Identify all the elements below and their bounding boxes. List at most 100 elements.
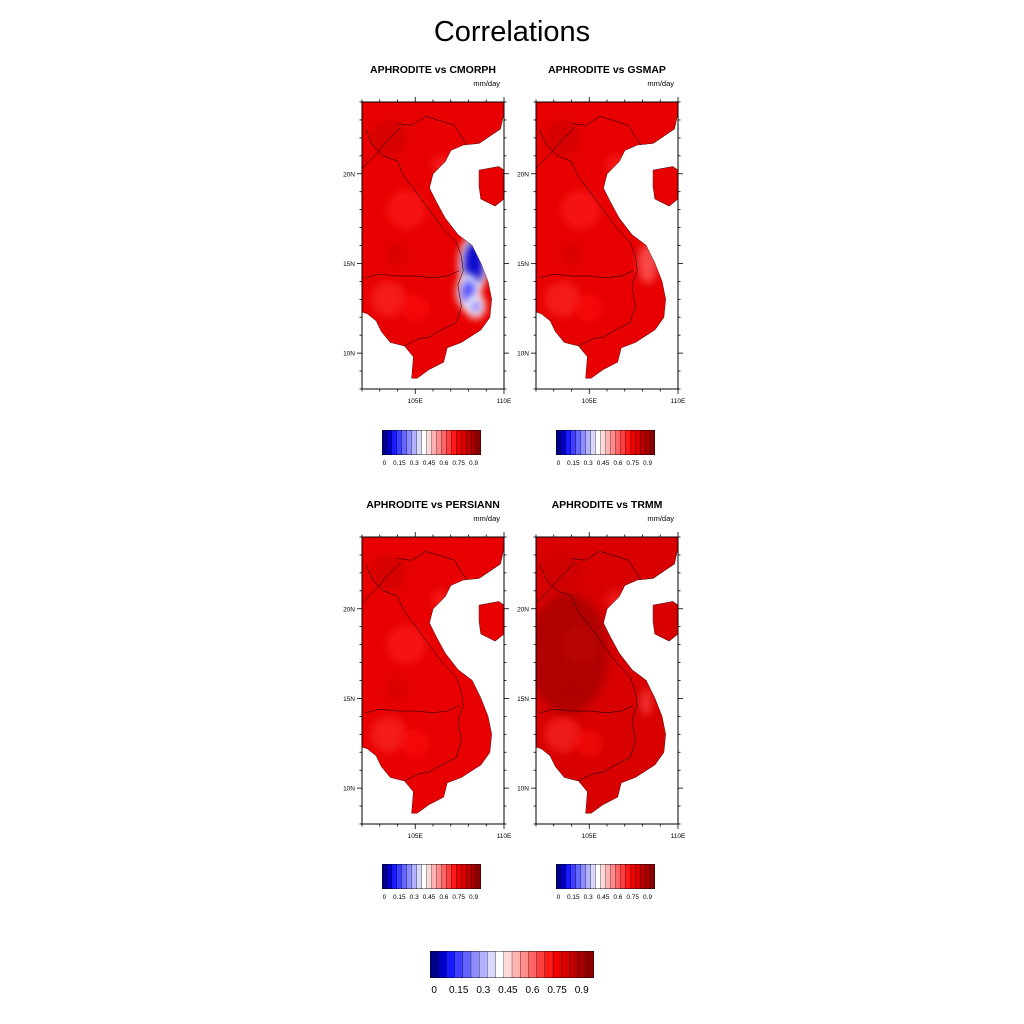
colorbar-swatch [451,863,457,890]
colorbar-swatch [585,950,595,979]
x-tick-label: 105E [582,398,598,405]
colorbar-swatch [580,429,587,456]
colorbar-swatch [475,863,482,890]
y-tick-label: 15N [517,261,529,268]
colorbar-swatch [565,429,572,456]
colorbar-swatch [640,429,646,456]
colorbar-tick-label: 0.75 [452,460,466,467]
colorbar-swatch [462,950,472,979]
panel-colorbar: 0 0.15 0.3 0.45 0.6 0.75 0.9 [555,429,656,467]
colorbar-swatch [569,950,579,979]
units-label: mm/day [473,79,500,88]
colorbar-swatch [441,863,447,890]
colorbar-tick-label: 0.45 [596,894,610,901]
colorbar-swatch [391,863,398,890]
y-tick-label: 20N [517,606,529,613]
colorbar-swatch [431,429,437,456]
colorbar-swatch [561,950,570,979]
panel-title: APHRODITE vs TRMM [551,499,663,511]
colorbar-swatch [575,429,582,456]
map-panel-gsmap: APHRODITE vs GSMAP mm/day 105E 110E 20N 15N… [517,64,692,434]
colorbar-swatch [446,429,452,456]
colorbar-swatch [544,950,554,979]
colorbar-swatch [528,950,538,979]
country-borders [361,551,467,782]
colorbar-swatch [640,863,646,890]
colorbar-swatch [590,429,597,456]
colorbar-swatch [416,863,423,890]
colorbar-swatch [570,429,577,456]
colorbar-tick-label: 0.9 [643,460,653,467]
y-tick-label: 20N [343,171,355,178]
colorbar-swatch [429,950,439,979]
colorbar-swatch [595,863,601,890]
map-canvas: 105E 110E 20N 15N 10N [517,97,686,405]
colorbar-swatch [585,429,592,456]
colorbar-swatch [595,429,601,456]
colorbar-swatch [381,429,388,456]
colorbar-swatch [560,863,567,890]
country-borders [535,116,641,347]
colorbar-swatch [451,429,457,456]
map-panel-cmorph: APHRODITE vs CMORPH mm/day 105E 110E 20N 15… [343,64,518,434]
colorbar-swatch [446,863,452,890]
colorbar-swatch [487,950,497,979]
colorbar-tick-label: 0.15 [566,894,580,901]
x-tick-label: 110E [497,398,512,405]
colorbar-tick-label: 0.45 [422,894,436,901]
colorbar-swatch [431,863,437,890]
y-tick-label: 10N [517,786,529,793]
colorbar-swatch [649,863,656,890]
colorbar-tick-label: 0.9 [469,460,479,467]
x-tick-label: 105E [408,398,424,405]
colorbar-swatch [605,863,611,890]
colorbar-swatch [470,863,477,890]
colorbar-swatch [580,863,587,890]
colorbar-tick-label: 0.3 [409,894,419,901]
panel-title: APHRODITE vs GSMAP [548,64,666,76]
x-tick-label: 110E [671,833,686,840]
colorbar-swatch [396,429,403,456]
y-tick-label: 15N [343,696,355,703]
country-borders [535,551,641,782]
colorbar-swatch [441,429,447,456]
colorbar-tick-label: 0.6 [439,894,449,901]
figure-title: Correlations [433,16,591,48]
panel-colorbar: 0 0.15 0.3 0.45 0.6 0.75 0.9 [555,863,656,901]
colorbar-swatch [401,429,408,456]
colorbar-swatch [536,950,546,979]
colorbar-swatch [620,863,626,890]
colorbar-swatch [475,429,482,456]
colorbar-tick-label: 0.45 [596,460,610,467]
colorbar-swatch [503,950,513,979]
colorbar-swatch [436,429,442,456]
country-borders [361,116,467,347]
colorbar-swatch [470,429,477,456]
colorbar-swatch [495,950,505,979]
colorbar-tick-label: 0.75 [452,894,466,901]
colorbar-swatch [436,863,442,890]
colorbar-swatch [479,950,488,979]
x-tick-label: 105E [408,833,424,840]
colorbar-swatch [456,863,462,890]
y-tick-label: 20N [517,171,529,178]
panel-title: APHRODITE vs PERSIANN [366,499,500,511]
units-label: mm/day [647,79,674,88]
colorbar-swatch [635,863,641,890]
colorbar-swatch [396,863,403,890]
x-tick-label: 110E [671,398,686,405]
colorbar-swatch [615,429,621,456]
colorbar-swatch [625,429,631,456]
map-panel-trmm: APHRODITE vs TRMM mm/day 105E 110E 20N 15N 1… [517,499,692,869]
colorbar-tick-label: 0.9 [643,894,653,901]
colorbar-swatch [391,429,398,456]
y-tick-label: 20N [343,606,355,613]
colorbar-swatch [411,429,418,456]
colorbar-tick-label: 0.15 [566,460,580,467]
colorbar-swatch [555,429,562,456]
colorbar-swatch [605,429,611,456]
colorbar-tick-label: 0.45 [422,460,436,467]
colorbar-tick-label: 0.6 [613,460,623,467]
colorbar-swatch [466,863,472,890]
colorbar-swatch [461,863,467,890]
